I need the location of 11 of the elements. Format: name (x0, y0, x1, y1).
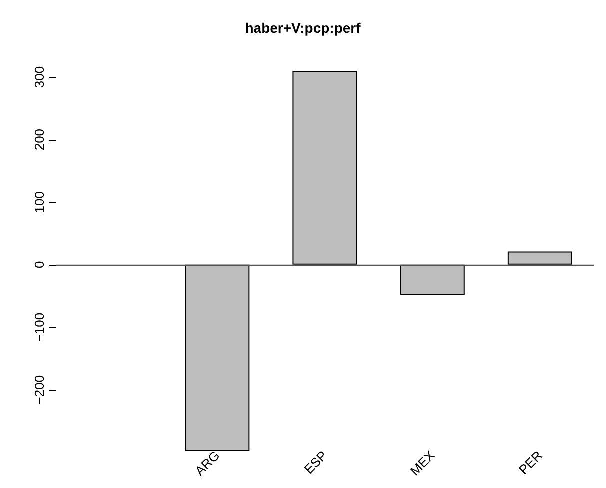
y-tick-label: 0 (32, 261, 47, 269)
y-tick-label: 200 (32, 128, 47, 151)
bar (508, 252, 572, 265)
y-tick-label: −100 (32, 312, 47, 342)
y-tick-label: 300 (32, 66, 47, 88)
bar (185, 264, 250, 452)
bar (292, 71, 358, 265)
bar (400, 264, 465, 295)
chart-title: haber+V:pcp:perf (245, 20, 362, 36)
y-tick-label: −200 (32, 375, 47, 405)
y-tick-label: 100 (32, 192, 47, 214)
